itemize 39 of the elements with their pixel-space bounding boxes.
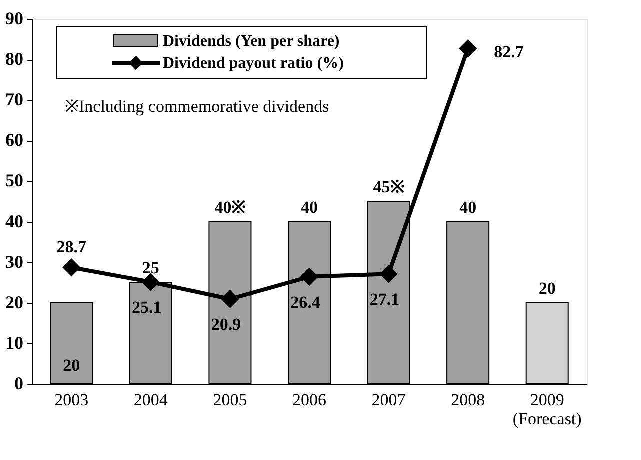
- x-tick-label: 2009 (Forecast): [512, 390, 582, 428]
- data-label: 25: [142, 258, 160, 278]
- x-tick-label: 2004: [134, 390, 168, 410]
- x-tick-label: 2006: [292, 390, 326, 410]
- data-label: 82.7: [494, 42, 524, 62]
- x-tick-label: 2008: [451, 390, 486, 410]
- data-label: 27.1: [370, 290, 400, 310]
- point: [380, 265, 398, 284]
- x-tick-label: 2007: [372, 390, 406, 410]
- y-tick-label: 30: [6, 252, 24, 272]
- data-label: 45※: [373, 178, 404, 196]
- legend-label: Dividends (Yen per share): [163, 33, 340, 50]
- data-label: 25.1: [132, 298, 162, 318]
- data-label: 20.9: [211, 315, 242, 334]
- point: [142, 273, 160, 292]
- point: [221, 290, 240, 308]
- y-tick-label: 50: [6, 170, 24, 191]
- data-label: 40: [301, 198, 318, 217]
- y-tick-label: 70: [6, 90, 24, 110]
- data-label: 26.4: [290, 292, 321, 312]
- y-tick-label: 40: [6, 211, 24, 232]
- legend-label: Dividend payout ratio (%): [163, 55, 344, 72]
- data-label: 20: [63, 356, 80, 375]
- point: [458, 40, 478, 58]
- data-label: 28.7: [56, 238, 88, 257]
- data-label: 40※: [214, 198, 246, 217]
- y-tick-label: 20: [6, 292, 24, 312]
- point: [300, 268, 319, 286]
- x-tick-label: 2003: [54, 390, 89, 410]
- data-label: 40: [460, 198, 477, 217]
- annotation: ※Including commemorative dividends: [65, 97, 330, 116]
- y-tick-label: 0: [14, 374, 24, 394]
- y-tick-label: 60: [6, 130, 24, 150]
- y-tick-label: 10: [6, 332, 24, 353]
- point: [62, 258, 81, 277]
- y-tick-label: 80: [6, 49, 24, 70]
- x-tick-label: 2005: [213, 390, 248, 410]
- y-tick-label: 90: [6, 8, 24, 28]
- data-label: 20: [538, 278, 556, 298]
